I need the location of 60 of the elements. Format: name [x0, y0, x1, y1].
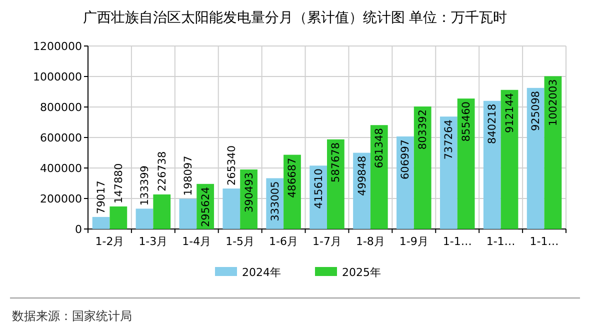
- bar: [110, 206, 128, 229]
- x-tick-label: 1-8月: [356, 235, 385, 248]
- bar: [327, 139, 344, 229]
- data-label: 333005: [269, 181, 282, 222]
- x-tick-label: 1-9月: [399, 235, 428, 248]
- bar: [370, 125, 388, 229]
- data-label: 415610: [312, 168, 325, 209]
- data-label: 133399: [138, 166, 151, 206]
- y-tick-label: 0: [75, 223, 82, 236]
- x-tick-label: 1-7月: [312, 235, 342, 248]
- data-label: 265340: [226, 145, 238, 186]
- y-tick-label: 400000: [40, 162, 82, 175]
- y-tick-label: 800000: [40, 101, 82, 114]
- data-label: 855460: [460, 102, 473, 142]
- bar: [483, 100, 501, 229]
- x-tick-label: 1-6月: [269, 235, 298, 248]
- x-tick-label: 1-2月: [95, 235, 124, 248]
- data-label: 587678: [330, 142, 342, 182]
- data-label: 737264: [443, 119, 456, 160]
- bar: [396, 136, 414, 229]
- bar: [544, 76, 562, 229]
- data-label: 606997: [400, 139, 412, 180]
- bar: [440, 116, 458, 229]
- data-label: 486687: [286, 158, 299, 198]
- data-label: 681348: [374, 128, 386, 168]
- legend-label: 2025年: [342, 266, 381, 279]
- y-tick-label: 1200000: [33, 40, 82, 53]
- bar: [179, 198, 197, 229]
- bar: [136, 208, 154, 229]
- data-label: 1002003: [547, 79, 560, 126]
- x-tick-label: 1-5月: [226, 235, 255, 248]
- bar: [457, 98, 475, 229]
- x-tick-label: 1-1…: [486, 235, 516, 248]
- data-label: 925098: [530, 90, 542, 132]
- y-tick-label: 600000: [40, 132, 82, 144]
- data-label: 390493: [243, 172, 256, 213]
- data-label: 912144: [504, 92, 516, 133]
- x-tick-label: 1-3月: [138, 235, 168, 248]
- data-label: 840218: [486, 104, 499, 144]
- data-label: 226738: [156, 151, 168, 192]
- data-label: 803392: [417, 109, 430, 150]
- bar: [222, 188, 240, 229]
- bar: [414, 106, 432, 229]
- data-label: 295624: [200, 186, 212, 228]
- data-label: 79017: [96, 180, 108, 214]
- legend-label: 2024年: [242, 266, 281, 279]
- data-label: 147880: [112, 163, 125, 204]
- source-note: 数据来源：国家统计局: [12, 309, 132, 323]
- data-label: 499848: [356, 156, 368, 196]
- y-tick-label: 1000000: [33, 70, 82, 84]
- y-tick-label: 200000: [40, 192, 82, 206]
- x-tick-label: 1-1…: [442, 235, 472, 248]
- x-tick-label: 1-4月: [182, 235, 212, 248]
- bar: [153, 194, 171, 229]
- bar: [526, 88, 544, 229]
- chart-title: 广西壮族自治区太阳能发电量分月（累计值）统计图 单位：万千瓦时: [82, 10, 508, 26]
- x-tick-label: 1-1…: [530, 235, 559, 248]
- bar: [500, 90, 518, 229]
- bar: [92, 216, 110, 229]
- data-label: 198097: [182, 156, 194, 196]
